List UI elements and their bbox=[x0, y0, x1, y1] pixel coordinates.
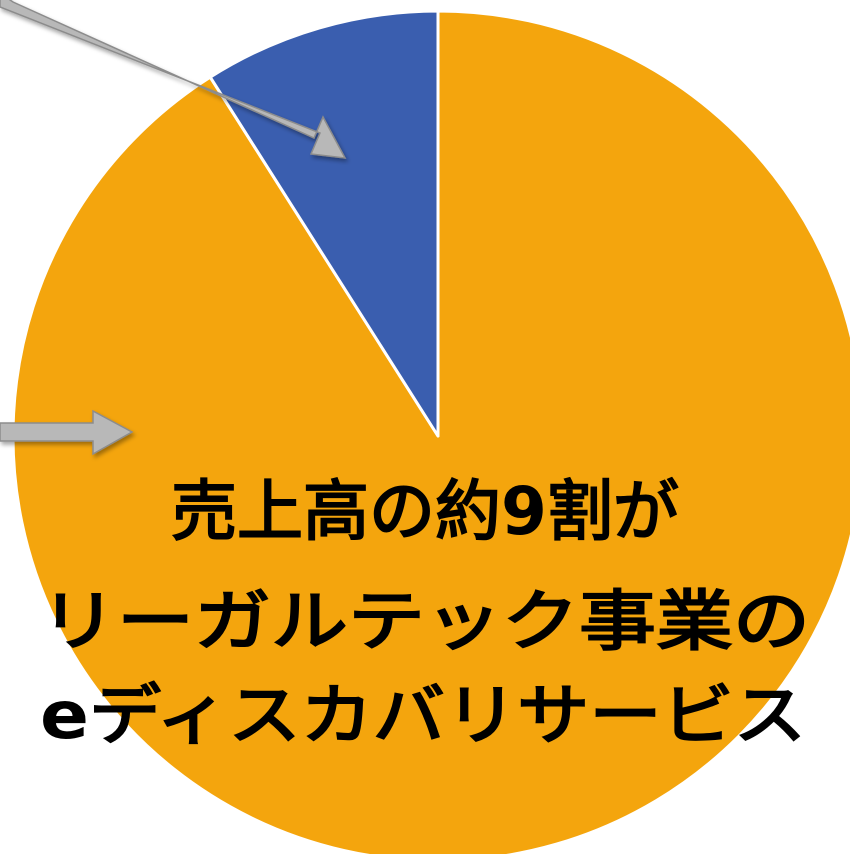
pie-slice-major bbox=[11, 9, 850, 854]
annotation-line-1: 売上高の約9割が bbox=[171, 473, 679, 550]
arrow-to-major-slice-body bbox=[0, 409, 134, 456]
annotation-line-3: eディスカバリサービス bbox=[40, 677, 806, 754]
arrow-to-major-slice bbox=[0, 409, 134, 456]
arrow-to-minor-slice-body bbox=[0, 0, 347, 159]
arrow-to-minor-slice bbox=[0, 0, 347, 159]
annotation-text: 売上高の約9割が リーガルテック事業の eディスカバリサービス bbox=[40, 473, 810, 754]
annotation-line-2: リーガルテック事業の bbox=[40, 583, 810, 660]
